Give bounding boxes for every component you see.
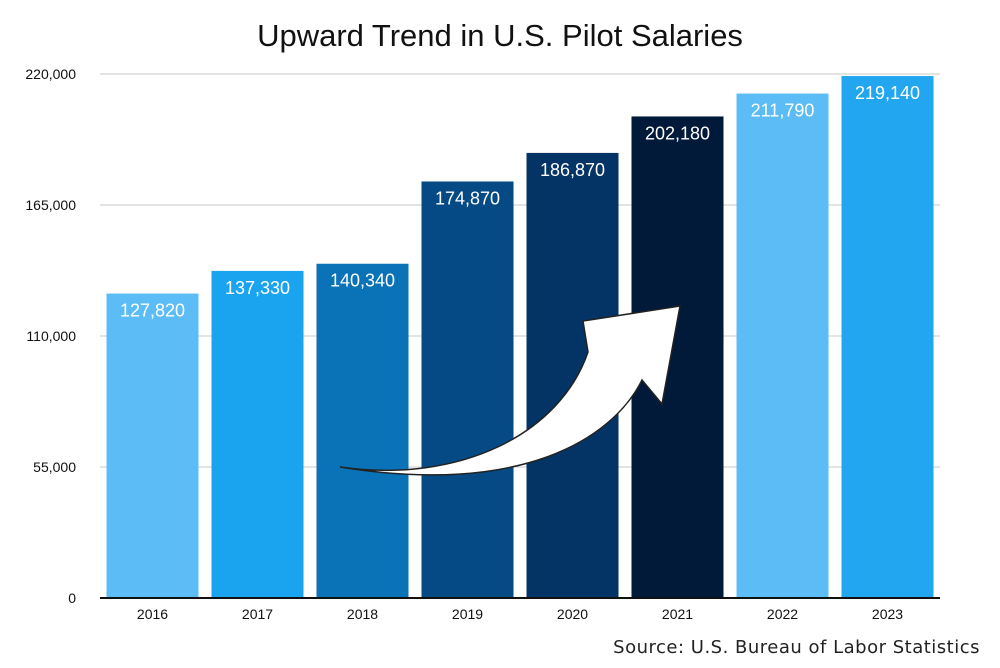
x-tick-label: 2023 xyxy=(872,606,903,622)
bar-2023 xyxy=(841,76,934,599)
y-tick-label: 55,000 xyxy=(33,459,76,475)
value-label-2018: 140,340 xyxy=(330,271,395,291)
value-label-2019: 174,870 xyxy=(435,188,500,208)
bar-2019 xyxy=(421,181,514,598)
y-tick-label: 165,000 xyxy=(25,197,76,213)
y-tick-label: 110,000 xyxy=(26,328,76,344)
x-tick-label: 2019 xyxy=(452,606,483,622)
bar-2016 xyxy=(106,293,199,598)
x-tick-label: 2016 xyxy=(137,606,168,622)
bar-2018 xyxy=(316,263,409,598)
x-tick-label: 2020 xyxy=(557,606,588,622)
x-tick-label: 2021 xyxy=(662,606,693,622)
y-axis: 0 55,000 110,000 165,000 220,000 xyxy=(25,66,76,606)
chart-title: Upward Trend in U.S. Pilot Salaries xyxy=(257,18,743,53)
x-axis: 2016 2017 2018 2019 2020 2021 2022 2023 xyxy=(137,606,903,622)
y-tick-label: 220,000 xyxy=(25,66,76,82)
value-label-2020: 186,870 xyxy=(540,160,605,180)
value-label-2022: 211,790 xyxy=(751,101,815,121)
y-tick-label: 0 xyxy=(68,590,76,606)
value-label-2016: 127,820 xyxy=(120,301,185,321)
bar-2022 xyxy=(736,93,829,599)
source-note: Source: U.S. Bureau of Labor Statistics xyxy=(613,637,980,658)
upward-arrow-icon xyxy=(339,305,681,476)
value-label-2017: 137,330 xyxy=(225,278,290,298)
data-labels: 127,820 137,330 140,340 174,870 186,870 202,1… xyxy=(120,83,920,321)
x-tick-label: 2017 xyxy=(242,606,273,622)
x-tick-label: 2018 xyxy=(347,606,378,622)
x-tick-label: 2022 xyxy=(767,606,798,622)
bar-2017 xyxy=(211,270,304,598)
value-label-2023: 219,140 xyxy=(855,83,920,103)
value-label-2021: 202,180 xyxy=(645,123,710,143)
bars xyxy=(106,76,934,599)
